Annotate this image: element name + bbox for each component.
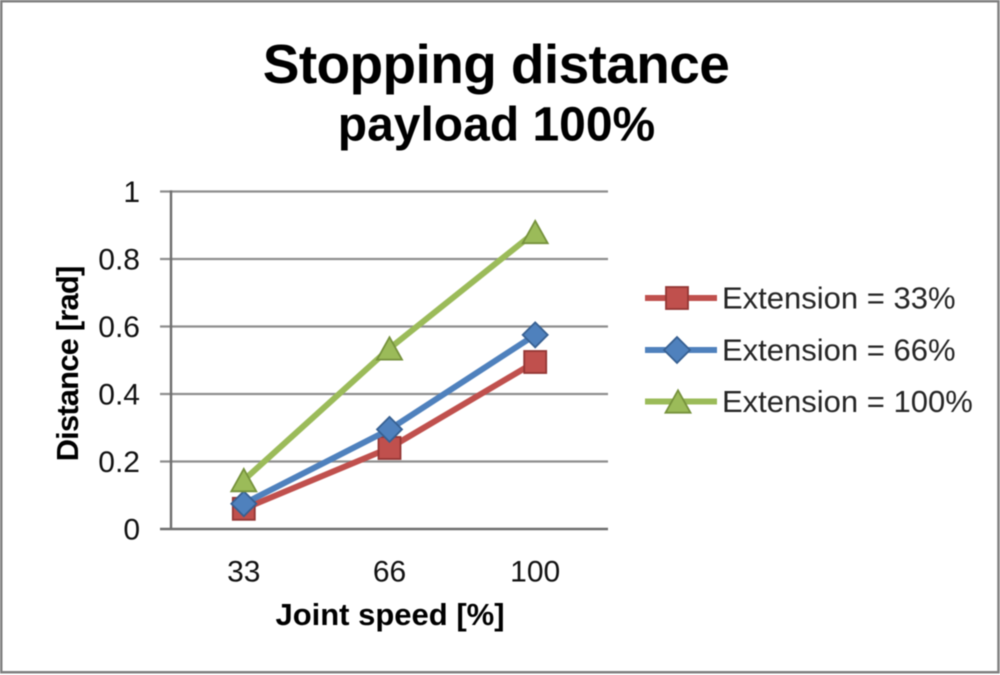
svg-text:payload 100%: payload 100% [338,99,655,152]
svg-text:100: 100 [510,556,560,589]
svg-text:1: 1 [123,176,140,209]
svg-text:33: 33 [227,556,260,589]
svg-text:66: 66 [373,556,406,589]
svg-text:Distance [rad]: Distance [rad] [50,267,85,462]
svg-text:0.4: 0.4 [98,379,140,412]
svg-text:0.2: 0.2 [98,446,140,479]
svg-text:Stopping distance: Stopping distance [263,33,730,95]
svg-text:0.8: 0.8 [98,244,140,277]
svg-text:Extension = 66%: Extension = 66% [722,333,956,368]
svg-text:0: 0 [123,514,140,547]
svg-text:Extension = 100%: Extension = 100% [722,384,973,419]
svg-text:Extension = 33%: Extension = 33% [722,281,956,316]
svg-text:Joint speed [%]: Joint speed [%] [275,597,504,632]
svg-text:0.6: 0.6 [98,311,140,344]
